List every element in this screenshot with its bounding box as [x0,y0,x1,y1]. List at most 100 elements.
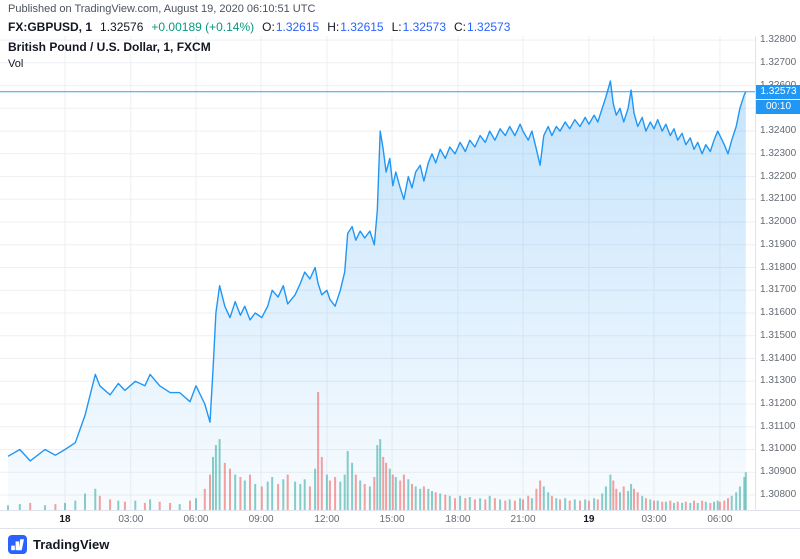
volume-bar [407,479,410,510]
time-tick-label: 03:00 [118,514,144,525]
volume-bar [735,492,738,510]
volume-bar [716,500,719,510]
price-tick-label: 1.31700 [760,284,797,296]
time-axis[interactable]: 18 03:00 06:00 09:00 12:00 15:00 18:00 21:00 19 0… [0,510,800,529]
volume-bar [564,498,567,510]
volume-bar [399,480,402,510]
volume-bar [343,474,346,510]
price-tick-label: 1.31800 [760,261,797,273]
volume-bar [94,488,97,510]
symbol-label: FX:GBPUSD, 1 [8,20,93,34]
volume-bar [744,472,747,510]
low-label: L: [391,20,402,34]
volume-bar [664,501,667,510]
price-tick-label: 1.31000 [760,443,797,455]
volume-bar [661,501,664,510]
volume-bar [627,491,630,510]
volume-bar [214,445,217,510]
volume-bar [223,462,226,510]
volume-bar [391,474,394,510]
time-tick-label: 15:00 [379,514,405,525]
volume-bar [508,499,511,510]
volume-bar [44,505,46,510]
volume-bar [484,499,487,510]
volume-bar [234,474,237,510]
volume-bar [346,451,349,510]
volume-bar [212,456,214,510]
volume-bar [260,486,263,510]
volume-bar [673,502,675,510]
volume-bar [388,468,391,510]
volume-bar [488,495,491,510]
volume-bar [18,504,21,510]
price-change: +0.00189 (+0.14%) [151,20,255,34]
volume-bar [539,480,542,510]
volume-bar [723,500,726,510]
volume-bar [568,500,571,510]
volume-bar [604,486,607,510]
price-tick-label: 1.30800 [760,488,797,500]
volume-bar [134,500,137,510]
volume-bar [713,501,715,510]
volume-bar [573,499,576,510]
volume-bar [439,493,442,510]
price-tick-label: 1.32300 [760,147,797,159]
volume-bar [328,480,331,510]
volume-bar [499,499,502,510]
volume-bar [434,492,437,510]
volume-bar [385,462,388,510]
tradingview-logo-icon [8,535,27,554]
volume-bar [379,439,382,510]
volume-bar [419,488,422,510]
open-value: 1.32615 [275,20,320,34]
price-tick-label: 1.31600 [760,307,797,319]
volume-bar [718,501,721,510]
volume-bar [584,499,587,510]
volume-bar [743,477,746,510]
price-tick-label: 1.30900 [760,466,797,478]
volume-bar [373,477,376,510]
volume-bar [636,492,639,510]
price-tick-label: 1.32000 [760,216,797,228]
volume-bar [579,500,581,510]
volume-bar [693,500,695,510]
tradingview-brand[interactable]: TradingView [8,535,109,554]
volume-bar [299,484,302,510]
time-tick-label: 09:00 [248,514,274,525]
volume-bar [229,468,231,510]
volume-bar [218,439,221,510]
volume-bar [559,499,561,510]
volume-bar [422,486,425,510]
volume-bar [339,481,342,510]
volume-bar [317,392,320,510]
volume-bar [730,495,733,510]
price-tick-label: 1.32800 [760,34,797,46]
chart-plot-area[interactable]: British Pound / U.S. Dollar, 1, FXCM Vol [0,36,755,510]
volume-bar [727,498,729,510]
volume-bar [653,500,655,510]
volume-bar [656,500,659,510]
time-tick-label: 03:00 [641,514,667,525]
volume-bar [644,498,647,510]
volume-bar [448,495,451,510]
ohlc-low: L: 1.32573 [392,20,446,34]
volume-bar [555,498,558,510]
volume-bar [84,493,86,510]
volume-bar [527,495,530,510]
volume-bar [454,498,456,510]
price-tick-label: 1.31300 [760,375,797,387]
volume-bar [519,498,522,510]
chart-header: FX:GBPUSD, 1 1.32576 +0.00189 (+0.14%) O… [0,18,755,36]
volume-bar [334,477,337,510]
published-bar: Published on TradingView.com, August 19,… [0,0,800,18]
volume-bar [209,474,211,510]
price-chart-svg [0,36,755,510]
volume-bar [633,488,635,510]
ohlc-open: O: 1.32615 [262,20,319,34]
volume-bar [243,480,246,510]
volume-bar [681,502,684,510]
volume-bar [359,480,362,510]
price-axis[interactable]: 1.32573 00:10 1.328001.327001.326001.325… [755,34,800,528]
volume-bar [169,502,172,510]
